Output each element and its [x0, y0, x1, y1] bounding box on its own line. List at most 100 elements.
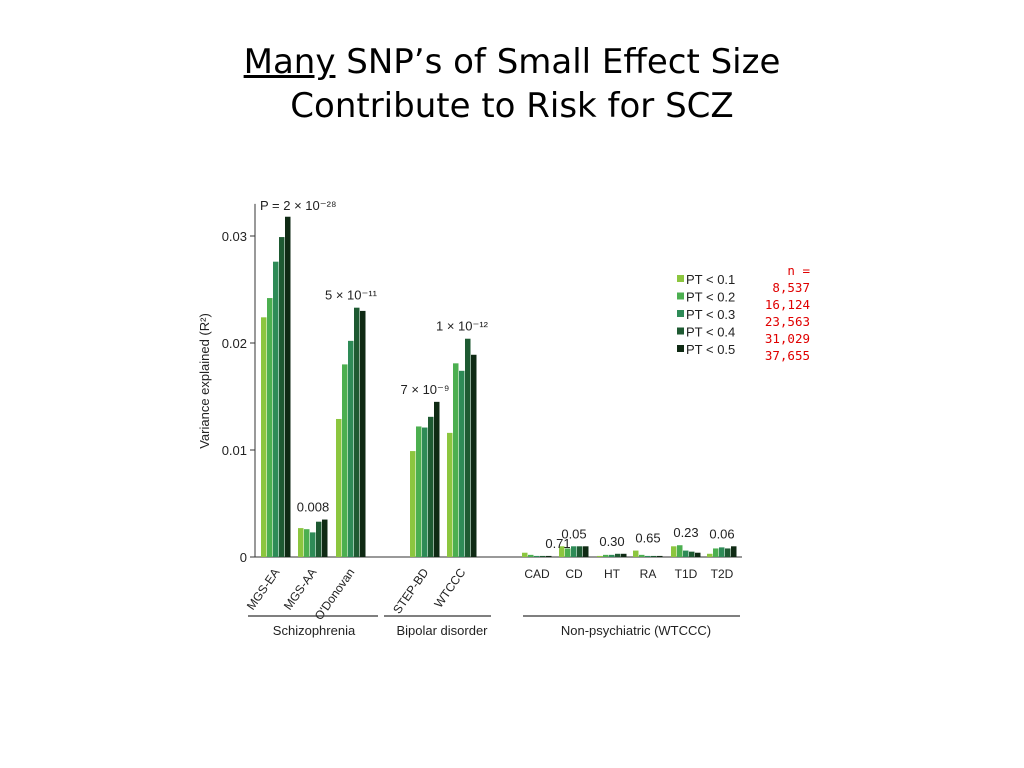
- bar: [422, 427, 428, 557]
- legend-swatch: [677, 345, 684, 352]
- bar: [707, 553, 713, 557]
- n-value: 31,029: [764, 331, 810, 346]
- legend-swatch: [677, 275, 684, 282]
- bar: [713, 548, 719, 557]
- bar: [671, 546, 677, 557]
- n-value: 23,563: [764, 314, 810, 329]
- y-tick-label: 0.03: [222, 229, 247, 244]
- n-label: n =: [787, 263, 810, 278]
- bar: [609, 554, 615, 557]
- bar: [677, 545, 683, 557]
- bar: [261, 317, 267, 557]
- bar: [267, 298, 273, 557]
- bar: [546, 555, 552, 557]
- y-tick-label: 0.01: [222, 443, 247, 458]
- legend-label: PT < 0.5: [686, 342, 735, 357]
- n-value: 37,655: [764, 348, 810, 363]
- group-label: Schizophrenia: [273, 623, 356, 638]
- legend-swatch: [677, 292, 684, 300]
- bar: [434, 401, 440, 557]
- bar: [279, 237, 285, 557]
- legend-label: PT < 0.1: [686, 272, 735, 287]
- p-value-label: 1 × 10⁻¹²: [436, 319, 489, 334]
- n-value: 16,124: [764, 297, 810, 312]
- bar: [683, 550, 689, 557]
- p-value-label: 0.23: [673, 525, 698, 540]
- bar: [273, 261, 279, 557]
- bar: [285, 216, 291, 558]
- category-label: RA: [640, 567, 657, 581]
- bar: [621, 553, 627, 557]
- bar: [645, 555, 651, 557]
- bar: [633, 550, 639, 557]
- bar: [453, 363, 459, 557]
- p-value-label: P = 2 × 10⁻²⁸: [260, 198, 336, 213]
- legend-swatch: [677, 327, 684, 335]
- category-label: HT: [604, 567, 621, 581]
- bar: [322, 519, 328, 557]
- bar: [298, 528, 304, 557]
- y-tick-label: 0: [240, 550, 247, 565]
- bar: [639, 554, 645, 557]
- legend-label: PT < 0.2: [686, 290, 735, 305]
- bar: [528, 554, 534, 557]
- bar: [447, 432, 453, 557]
- bar: [651, 555, 657, 557]
- title-underlined-word: Many: [243, 42, 336, 82]
- bar: [304, 529, 310, 557]
- bar: [559, 546, 565, 557]
- p-value-label: 0.008: [297, 500, 330, 515]
- p-value-label: 5 × 10⁻¹¹: [325, 288, 378, 303]
- p-value-label: 0.65: [635, 531, 660, 546]
- category-label: MGS-AA: [281, 566, 320, 613]
- bar: [695, 552, 701, 557]
- slide-title: Many SNP’s of Small Effect Size Contribu…: [0, 40, 1024, 128]
- p-value-label: 0.71: [545, 536, 570, 551]
- y-tick-label: 0.02: [222, 336, 247, 351]
- bar: [540, 555, 546, 557]
- category-label: T1D: [675, 567, 698, 581]
- bar: [725, 548, 731, 557]
- category-label: CD: [565, 567, 583, 581]
- group-label: Bipolar disorder: [396, 623, 488, 638]
- group-label: Non-psychiatric (WTCCC): [561, 623, 711, 638]
- bar: [583, 546, 589, 557]
- bar: [689, 551, 695, 557]
- bar: [310, 532, 316, 557]
- p-value-label: 0.30: [599, 534, 624, 549]
- bar: [615, 553, 621, 557]
- bar: [428, 416, 434, 557]
- bar: [465, 338, 471, 557]
- category-label: MGS-EA: [244, 566, 283, 613]
- bar: [410, 451, 416, 557]
- sample-size-annotation: n = 8,537 16,124 23,563 31,029 37,655: [748, 262, 810, 364]
- bar: [471, 354, 477, 557]
- bar: [459, 370, 465, 557]
- legend-swatch: [677, 310, 684, 317]
- p-value-label: 0.05: [561, 526, 586, 541]
- bar: [657, 555, 663, 557]
- bar: [719, 547, 725, 557]
- bar: [348, 340, 354, 557]
- bar: [571, 546, 577, 557]
- bar: [534, 555, 540, 557]
- bar: [354, 307, 360, 557]
- y-axis-label: Variance explained (R²): [197, 313, 212, 449]
- title-line-2: Contribute to Risk for SCZ: [290, 86, 734, 126]
- category-label: STEP-BD: [390, 565, 431, 616]
- p-value-label: 7 × 10⁻⁹: [401, 382, 450, 397]
- bar: [565, 548, 571, 557]
- bar: [522, 552, 528, 557]
- category-label: T2D: [711, 567, 734, 581]
- category-label: WTCCC: [431, 565, 468, 610]
- bar: [316, 521, 322, 557]
- title-rest: SNP’s of Small Effect Size: [335, 42, 781, 82]
- n-value: 8,537: [772, 280, 810, 295]
- bar: [342, 364, 348, 557]
- bar: [416, 426, 422, 557]
- legend-label: PT < 0.4: [686, 325, 735, 340]
- bar: [603, 554, 609, 557]
- bar: [597, 555, 603, 557]
- bar: [731, 546, 737, 557]
